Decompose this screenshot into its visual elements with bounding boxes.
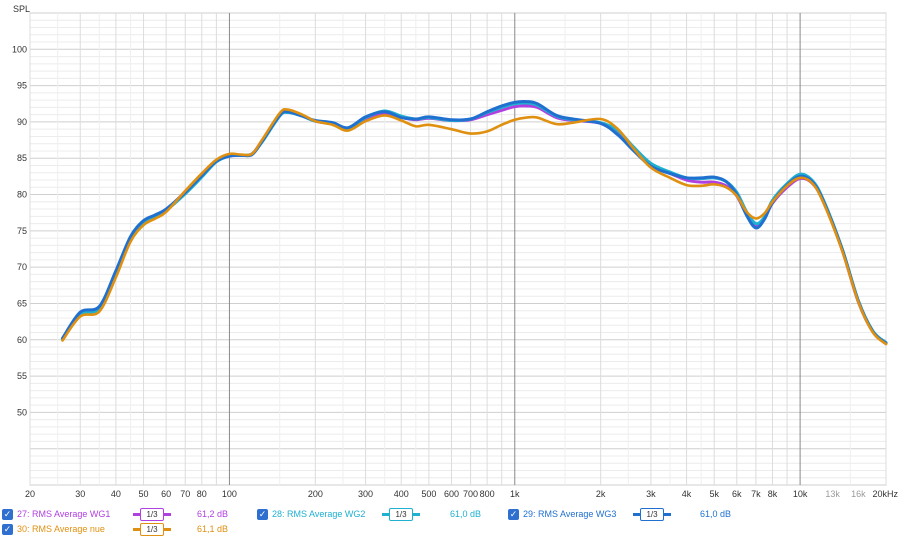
x-tick-label: 700	[463, 489, 478, 499]
y-tick-label: 85	[17, 153, 27, 163]
legend-level-value: 61,0 dB	[700, 509, 732, 519]
x-tick-label: 800	[480, 489, 495, 499]
legend-entry-1[interactable]: ✓ 27: RMS Average WG1	[2, 506, 110, 522]
smoothing-value: 1/3	[389, 507, 413, 521]
x-tick-label: 8k	[768, 489, 778, 499]
smoothing-selector[interactable]: 1/3	[633, 507, 671, 521]
legend-series-name: 28: RMS Average WG2	[272, 509, 366, 519]
x-tick-label: 50	[139, 489, 149, 499]
x-tick-label: 2k	[596, 489, 606, 499]
series-visible-checkbox[interactable]: ✓	[508, 508, 519, 520]
y-tick-label: 50	[17, 407, 27, 417]
smoothing-value: 1/3	[140, 507, 164, 521]
y-tick-label: 100	[12, 44, 27, 54]
smoothing-selector[interactable]: 1/3	[133, 522, 171, 536]
legend-series-name: 27: RMS Average WG1	[17, 509, 111, 519]
smoothing-value: 1/3	[140, 522, 164, 536]
x-tick-label: 6k	[732, 489, 742, 499]
x-axis-tick-labels: 20 30 40 50 60 70 80 100 200 300 400 500 600 700 800 1k…	[25, 489, 899, 499]
x-tick-label: 100	[222, 489, 237, 499]
series-line-4	[61, 107, 888, 346]
x-tick-label: 13k	[825, 489, 840, 499]
series-line-3	[61, 100, 888, 345]
x-tick-label: 7k	[751, 489, 761, 499]
x-tick-label: 400	[394, 489, 409, 499]
y-tick-label: 65	[17, 298, 27, 308]
legend-level-value: 61,2 dB	[197, 509, 229, 519]
y-tick-label: 80	[17, 190, 27, 200]
legend-level-value: 61,1 dB	[197, 524, 229, 534]
smoothing-selector[interactable]: 1/3	[382, 507, 420, 521]
x-tick-label: 30	[75, 489, 85, 499]
x-tick-label: 300	[358, 489, 373, 499]
x-tick-label: 80	[197, 489, 207, 499]
smoothing-selector[interactable]: 1/3	[133, 507, 171, 521]
y-tick-label: 95	[17, 81, 27, 91]
y-axis-tick-labels: 50 55 60 65 70 75 80 85 90 95 100	[12, 44, 27, 417]
smoothing-value: 1/3	[640, 507, 664, 521]
legend-series-name: 30: RMS Average nue	[17, 524, 105, 534]
y-axis-label: SPL	[13, 4, 30, 14]
plot-frame	[29, 12, 887, 486]
x-tick-label: 20kHz	[872, 489, 898, 499]
y-tick-label: 70	[17, 262, 27, 272]
x-tick-label: 10k	[793, 489, 808, 499]
x-tick-label: 200	[308, 489, 323, 499]
x-tick-label: 600	[444, 489, 459, 499]
y-tick-label: 90	[17, 117, 27, 127]
legend-level-value: 61,0 dB	[450, 509, 482, 519]
x-tick-label: 5k	[709, 489, 719, 499]
y-tick-label: 75	[17, 226, 27, 236]
series-curves	[61, 100, 888, 346]
legend-series-name: 29: RMS Average WG3	[523, 509, 617, 519]
legend: ✓ 27: RMS Average WG1 1/3 61,2 dB ✓ 28: RMS A…	[0, 502, 900, 536]
x-tick-label: 1k	[510, 489, 520, 499]
series-visible-checkbox[interactable]: ✓	[2, 508, 13, 520]
x-tick-label: 500	[421, 489, 436, 499]
legend-entry-3[interactable]: ✓ 29: RMS Average WG3	[508, 506, 616, 522]
series-visible-checkbox[interactable]: ✓	[2, 523, 13, 535]
y-tick-label: 55	[17, 371, 27, 381]
frequency-response-chart: 20 30 40 50 60 70 80 100 200 300 400 500 600 700 800 1k…	[12, 4, 899, 499]
y-tick-label: 60	[17, 335, 27, 345]
x-tick-label: 16k	[851, 489, 866, 499]
x-tick-label: 60	[161, 489, 171, 499]
legend-entry-2[interactable]: ✓ 28: RMS Average WG2	[257, 506, 365, 522]
x-tick-label: 20	[25, 489, 35, 499]
x-tick-label: 3k	[646, 489, 656, 499]
plot-grid	[29, 12, 887, 486]
series-visible-checkbox[interactable]: ✓	[257, 508, 268, 520]
x-tick-label: 4k	[682, 489, 692, 499]
legend-entry-4[interactable]: ✓ 30: RMS Average nue	[2, 521, 105, 537]
x-tick-label: 70	[180, 489, 190, 499]
x-tick-label: 40	[111, 489, 121, 499]
